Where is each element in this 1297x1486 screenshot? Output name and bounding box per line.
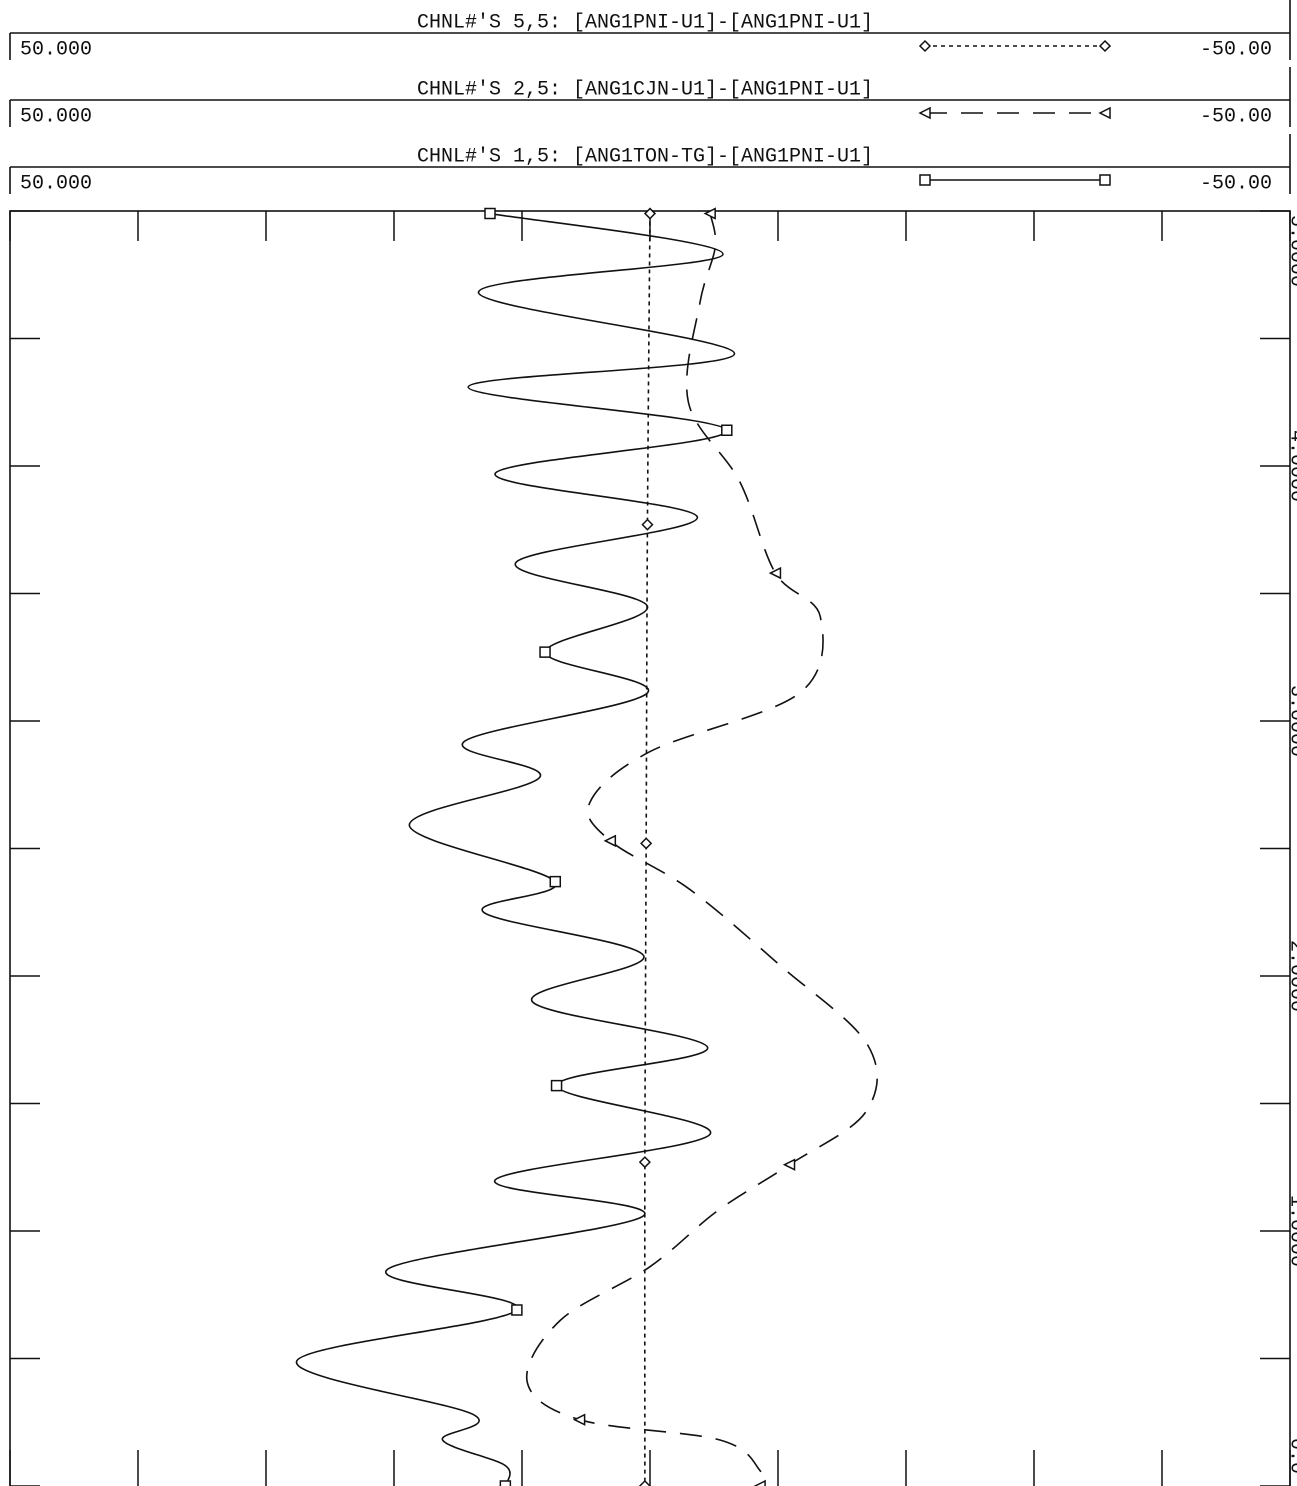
marker xyxy=(638,1479,651,1486)
scale-right-label: -50.00 xyxy=(1200,38,1272,61)
y-tick-label: 3.0000 xyxy=(1285,685,1297,757)
marker xyxy=(572,1413,586,1426)
marker xyxy=(641,518,654,531)
marker xyxy=(1098,39,1112,53)
marker xyxy=(603,834,617,848)
marker xyxy=(1098,106,1111,120)
y-tick-label: 1.0000 xyxy=(1285,1195,1297,1267)
marker xyxy=(1099,174,1111,186)
scale-left-label: 50.000 xyxy=(20,38,92,61)
scale-left-label: 50.000 xyxy=(20,172,92,195)
legend-label: CHNL#'S 1,5: [ANG1TON-TG]-[ANG1PNI-U1] xyxy=(417,145,873,168)
legend-label: CHNL#'S 2,5: [ANG1CJN-U1]-[ANG1PNI-U1] xyxy=(417,78,873,101)
scale-left-label: 50.000 xyxy=(20,105,92,128)
series-line xyxy=(643,213,651,1486)
y-tick-label: 2.0000 xyxy=(1285,940,1297,1012)
series-line xyxy=(295,212,736,1486)
marker xyxy=(643,207,657,220)
series-line xyxy=(525,213,879,1486)
marker xyxy=(703,207,716,220)
marker xyxy=(539,646,551,658)
y-tick-label: 4.0000 xyxy=(1285,430,1297,502)
marker xyxy=(768,566,782,580)
marker xyxy=(721,424,733,437)
marker xyxy=(918,39,932,53)
legend-label: CHNL#'S 5,5: [ANG1PNI-U1]-[ANG1PNI-U1] xyxy=(417,11,873,34)
marker xyxy=(918,106,931,120)
y-tick-label: 5.0000 xyxy=(1285,215,1297,287)
marker xyxy=(919,174,931,186)
marker xyxy=(549,875,562,888)
marker xyxy=(511,1304,523,1316)
marker xyxy=(638,1156,651,1169)
y-tick-label: 0.0 xyxy=(1285,1438,1297,1474)
marker xyxy=(782,1158,796,1171)
marker xyxy=(484,207,496,220)
marker xyxy=(753,1479,766,1486)
scale-right-label: -50.00 xyxy=(1200,172,1272,195)
plot-frame xyxy=(9,210,1291,1486)
marker xyxy=(499,1480,512,1486)
marker xyxy=(550,1079,563,1092)
marker xyxy=(640,837,653,850)
scale-right-label: -50.00 xyxy=(1200,105,1272,128)
